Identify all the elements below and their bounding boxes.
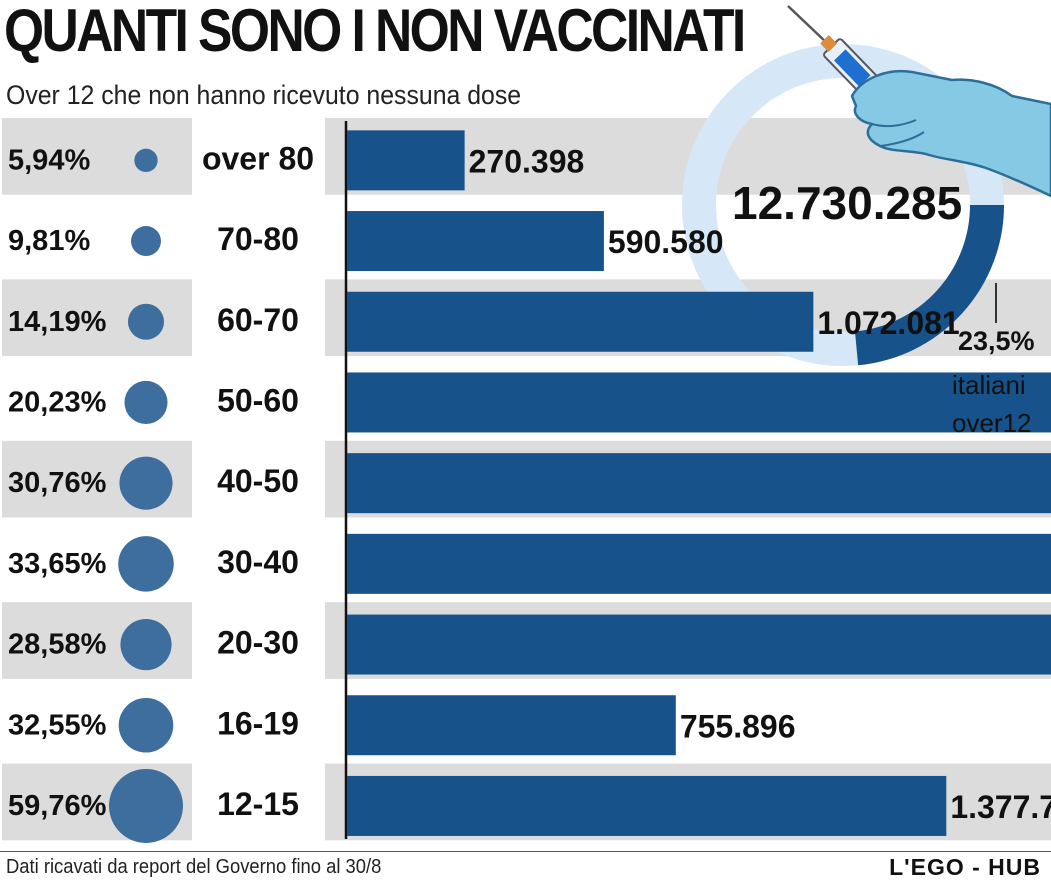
bar — [347, 453, 1051, 514]
percent-label: 9,81% — [8, 225, 90, 257]
bar — [347, 291, 814, 352]
category-label: 30-40 — [217, 544, 299, 580]
bar — [347, 130, 465, 191]
percent-label: 33,65% — [8, 548, 107, 580]
syringe-hand-icon — [787, 5, 1051, 198]
bar — [347, 211, 604, 272]
glove-finger-icon — [871, 119, 925, 147]
percent-label: 30,76% — [8, 467, 107, 499]
syringe-liquid-icon — [834, 49, 871, 87]
page-subtitle: Over 12 che non hanno ricevuto nessuna d… — [6, 80, 522, 110]
donut-filled-arc — [854, 204, 1004, 366]
bar — [347, 614, 1051, 675]
bar — [347, 775, 947, 836]
percent-circle — [119, 456, 173, 510]
bar — [347, 372, 1051, 433]
percent-label: 5,94% — [8, 144, 90, 176]
category-label: over 80 — [202, 140, 314, 176]
bar-value-label: 755.896 — [680, 708, 796, 744]
category-label: 40-50 — [217, 463, 299, 499]
page-title: QUANTI SONO I NON VACCINATI — [4, 0, 746, 64]
category-label: 20-30 — [217, 625, 299, 661]
footer: Dati ricavati da report del Governo fino… — [0, 851, 1051, 885]
percent-circle — [124, 380, 168, 424]
category-label: 16-19 — [217, 705, 299, 741]
syringe-tip-icon — [820, 34, 838, 52]
donut-share-label: italiani over12 — [952, 370, 1032, 438]
bar-value-label: 270.398 — [469, 143, 585, 179]
category-label: 70-80 — [217, 221, 299, 257]
category-label: 12-15 — [217, 786, 299, 822]
percent-label: 14,19% — [8, 306, 107, 338]
bar-value-label: 590.580 — [608, 224, 724, 260]
source-note: Dati ricavati da report del Governo fino… — [6, 856, 382, 878]
bar-value-label: 1.072.081 — [817, 305, 959, 341]
chart-canvas: 5,94% over 80 270.398 9,81% 70-80 590.580 14,1… — [2, 5, 1051, 843]
bar-value-label: 1.377.744 — [950, 789, 1051, 825]
percent-label: 59,76% — [8, 790, 107, 822]
syringe-needle-icon — [787, 5, 829, 45]
brand-logo: L'EGO - HUB — [889, 854, 1041, 880]
percent-circle — [120, 618, 172, 671]
percent-circle — [109, 768, 183, 843]
percent-circle — [127, 303, 165, 340]
category-label: 50-60 — [217, 382, 299, 418]
row-band-left — [2, 118, 192, 195]
bar — [347, 695, 676, 756]
percent-circle — [118, 536, 174, 592]
percent-label: 20,23% — [8, 386, 107, 418]
bar — [347, 533, 1051, 594]
glove-hand-icon — [850, 69, 1051, 198]
donut-share-percent: 23,5% — [958, 326, 1035, 356]
percent-label: 32,55% — [8, 709, 107, 741]
percent-circle — [131, 226, 161, 257]
category-label: 60-70 — [217, 302, 299, 338]
percent-circle — [134, 148, 158, 173]
donut-total-value: 12.730.285 — [732, 177, 963, 229]
percent-circle — [118, 697, 174, 753]
percent-label: 28,58% — [8, 629, 107, 661]
